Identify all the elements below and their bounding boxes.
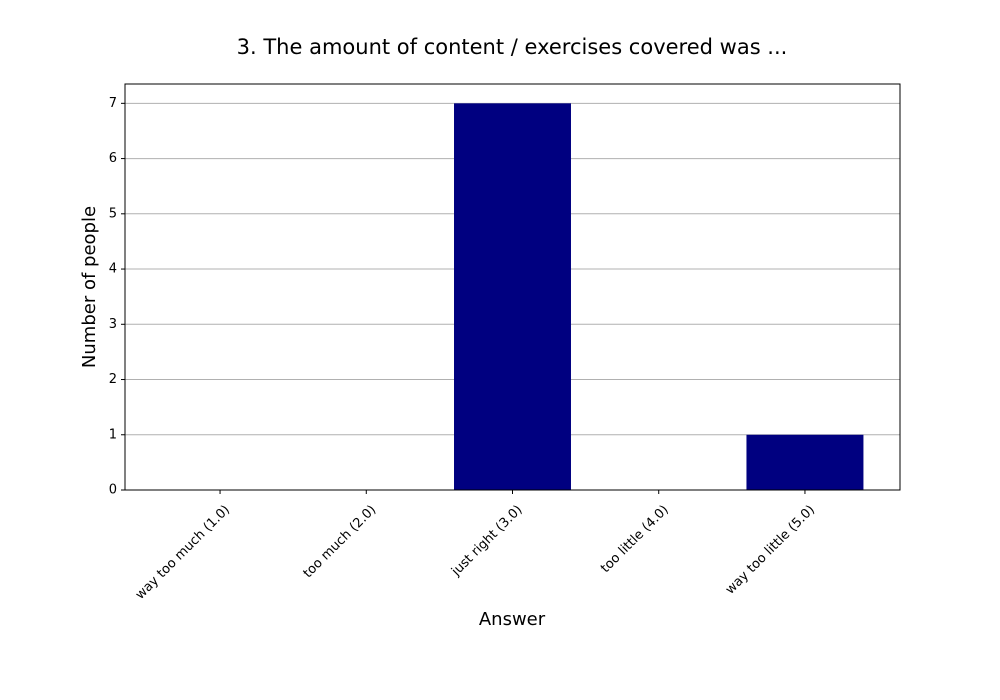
y-tick-label: 3 bbox=[109, 317, 117, 332]
y-tick-label: 4 bbox=[109, 262, 117, 277]
x-tick-label: way too little (5.0) bbox=[723, 502, 818, 597]
x-tick-label: too much (2.0) bbox=[301, 502, 380, 581]
x-tick-label: just right (3.0) bbox=[448, 502, 525, 579]
x-tick-label: way too much (1.0) bbox=[133, 502, 233, 602]
y-tick-label: 6 bbox=[109, 151, 117, 166]
y-tick-label: 7 bbox=[109, 96, 117, 111]
y-tick-label: 5 bbox=[109, 206, 117, 221]
x-axis-label: Answer bbox=[479, 609, 546, 630]
y-tick-label: 1 bbox=[109, 427, 117, 442]
y-tick-label: 0 bbox=[109, 483, 117, 498]
plot-frame bbox=[124, 83, 901, 491]
y-tick-label: 2 bbox=[109, 372, 117, 387]
x-tick-label: too little (4.0) bbox=[598, 502, 672, 576]
bar bbox=[454, 103, 571, 490]
y-axis-label: Number of people bbox=[79, 206, 100, 368]
bar bbox=[746, 434, 864, 490]
chart-title: 3. The amount of content / exercises cov… bbox=[237, 35, 788, 59]
